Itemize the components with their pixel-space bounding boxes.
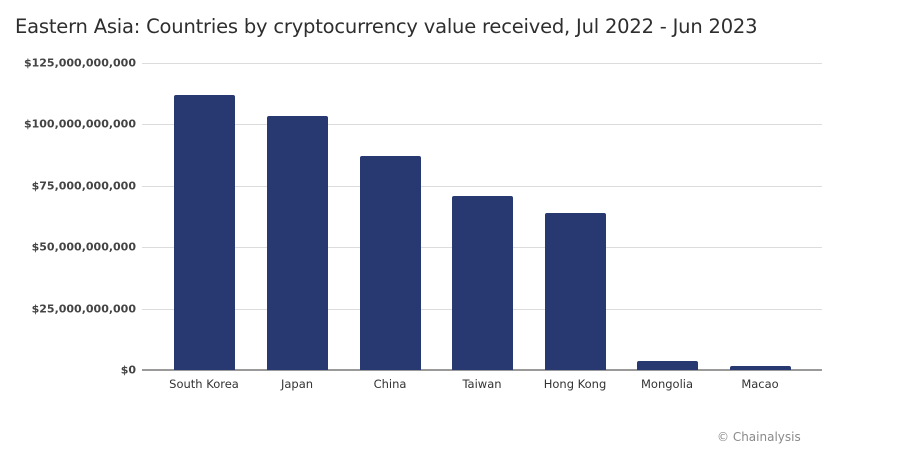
bar-china [359, 156, 421, 370]
bar-south-korea [173, 94, 235, 370]
y-tick-label: $125,000,000,000 [23, 56, 136, 70]
y-tick-label: $100,000,000,000 [23, 117, 136, 131]
gridline [142, 63, 822, 64]
x-tick-label: Mongolia [640, 377, 694, 391]
bar-japan [266, 115, 328, 370]
x-tick-label: South Korea [169, 377, 239, 391]
credit-label: © Chainalysis [717, 430, 801, 444]
y-tick-label: $75,000,000,000 [31, 179, 136, 193]
x-axis-line [142, 369, 822, 371]
x-tick-label: Taiwan [462, 377, 502, 391]
y-tick-label: $50,000,000,000 [31, 240, 136, 254]
x-tick-label: Hong Kong [543, 377, 607, 391]
gridline [142, 185, 822, 187]
x-tick-label: Japan [280, 377, 314, 391]
x-tick-label: China [373, 377, 407, 391]
bar-taiwan [451, 195, 513, 370]
bar-hong-kong [544, 212, 606, 370]
bar-macao [729, 366, 791, 370]
bar-mongolia [636, 361, 698, 370]
y-tick-label: $0 [120, 363, 136, 377]
chart-title: Eastern Asia: Countries by cryptocurrenc… [15, 15, 758, 38]
x-tick-label: Macao [741, 377, 779, 391]
gridline [142, 124, 822, 126]
y-tick-label: $25,000,000,000 [31, 302, 136, 316]
